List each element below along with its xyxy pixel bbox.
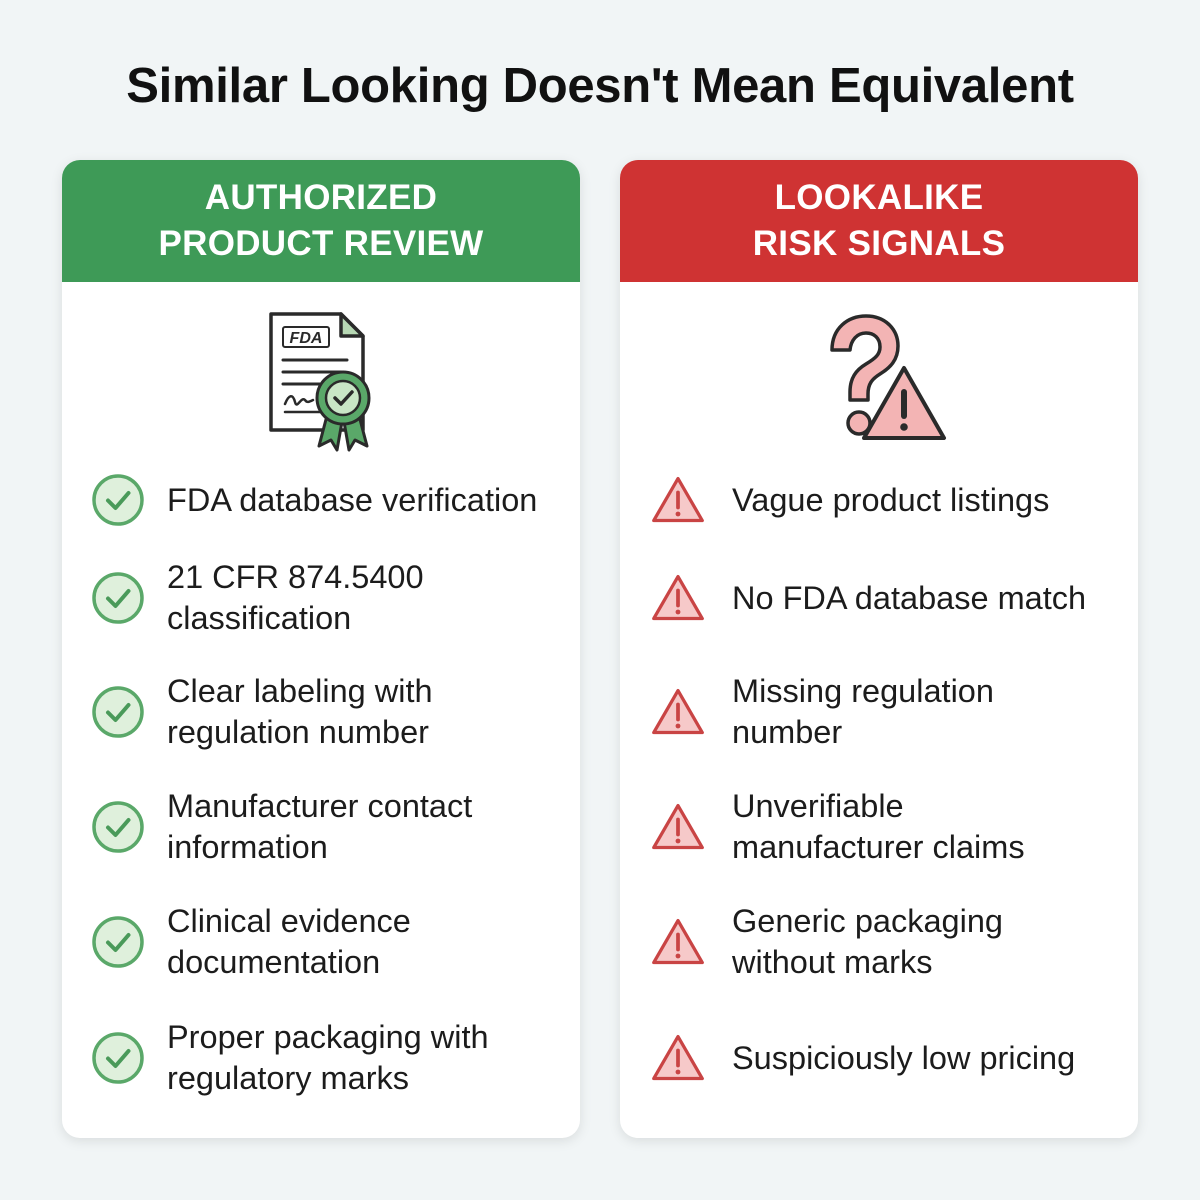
fda-badge-text: FDA — [290, 330, 323, 347]
list-item: Clinical evidence documentation — [62, 903, 580, 980]
warning-triangle-icon — [652, 476, 704, 523]
warning-triangle-icon — [652, 688, 704, 735]
item-text: No FDA database match — [732, 579, 1087, 616]
item-text: Clear labeling with regulation number — [167, 673, 433, 750]
warning-triangle-icon — [652, 803, 704, 850]
item-text: 21 CFR 874.5400 classification — [167, 559, 424, 636]
warning-triangle-icon — [652, 1034, 704, 1081]
illustration-container — [620, 300, 1138, 460]
page-title: Similar Looking Doesn't Mean Equivalent — [126, 59, 1074, 113]
item-text: Unverifiable manufacturer claims — [732, 788, 1025, 865]
warning-triangle-icon — [652, 918, 704, 965]
lookalike-header-line2: RISK SIGNALS — [752, 224, 1006, 263]
item-text: Clinical evidence documentation — [167, 903, 411, 980]
check-circle-icon — [92, 916, 144, 968]
check-circle-icon — [92, 572, 144, 624]
list-item: Clear labeling with regulation number — [62, 673, 580, 750]
authorized-list: FDA database verification 21 CFR 874.540… — [62, 160, 580, 1138]
list-item: No FDA database match — [620, 570, 1138, 626]
item-text: Vague product listings — [732, 481, 1050, 518]
illustration-container: FDA — [62, 300, 580, 460]
item-text: FDA database verification — [167, 481, 538, 518]
fda-certificate-icon: FDA — [269, 312, 371, 452]
list-item: FDA database verification — [62, 472, 580, 528]
lookalike-panel-header: LOOKALIKE RISK SIGNALS — [620, 160, 1138, 282]
check-circle-icon — [92, 474, 144, 526]
warning-triangle-icon — [652, 574, 704, 621]
item-text: Proper packaging with regulatory marks — [167, 1019, 489, 1096]
check-circle-icon — [92, 801, 144, 853]
lookalike-list: Vague product listings No FDA database m… — [620, 160, 1138, 1138]
lookalike-panel: LOOKALIKE RISK SIGNALS Vague product lis… — [620, 160, 1138, 1138]
list-item: Vague product listings — [620, 472, 1138, 528]
list-item: Manufacturer contact information — [62, 788, 580, 865]
item-text: Generic packaging without marks — [732, 903, 1003, 980]
item-text: Manufacturer contact information — [167, 788, 473, 865]
list-item: Suspiciously low pricing — [620, 1030, 1138, 1086]
question-warning-icon — [830, 314, 946, 440]
item-text: Missing regulation number — [732, 673, 994, 750]
list-item: Generic packaging without marks — [620, 903, 1138, 980]
authorized-panel-header: AUTHORIZED PRODUCT REVIEW — [62, 160, 580, 282]
list-item: 21 CFR 874.5400 classification — [62, 559, 580, 636]
list-item: Unverifiable manufacturer claims — [620, 788, 1138, 865]
authorized-header-line2: PRODUCT REVIEW — [158, 224, 484, 263]
authorized-header-line1: AUTHORIZED — [204, 178, 438, 217]
authorized-panel: AUTHORIZED PRODUCT REVIEW FDA — [62, 160, 580, 1138]
item-text: Suspiciously low pricing — [732, 1039, 1076, 1076]
lookalike-header-line1: LOOKALIKE — [774, 178, 984, 217]
list-item: Proper packaging with regulatory marks — [62, 1019, 580, 1096]
list-item: Missing regulation number — [620, 673, 1138, 750]
check-circle-icon — [92, 1032, 144, 1084]
check-circle-icon — [92, 686, 144, 738]
